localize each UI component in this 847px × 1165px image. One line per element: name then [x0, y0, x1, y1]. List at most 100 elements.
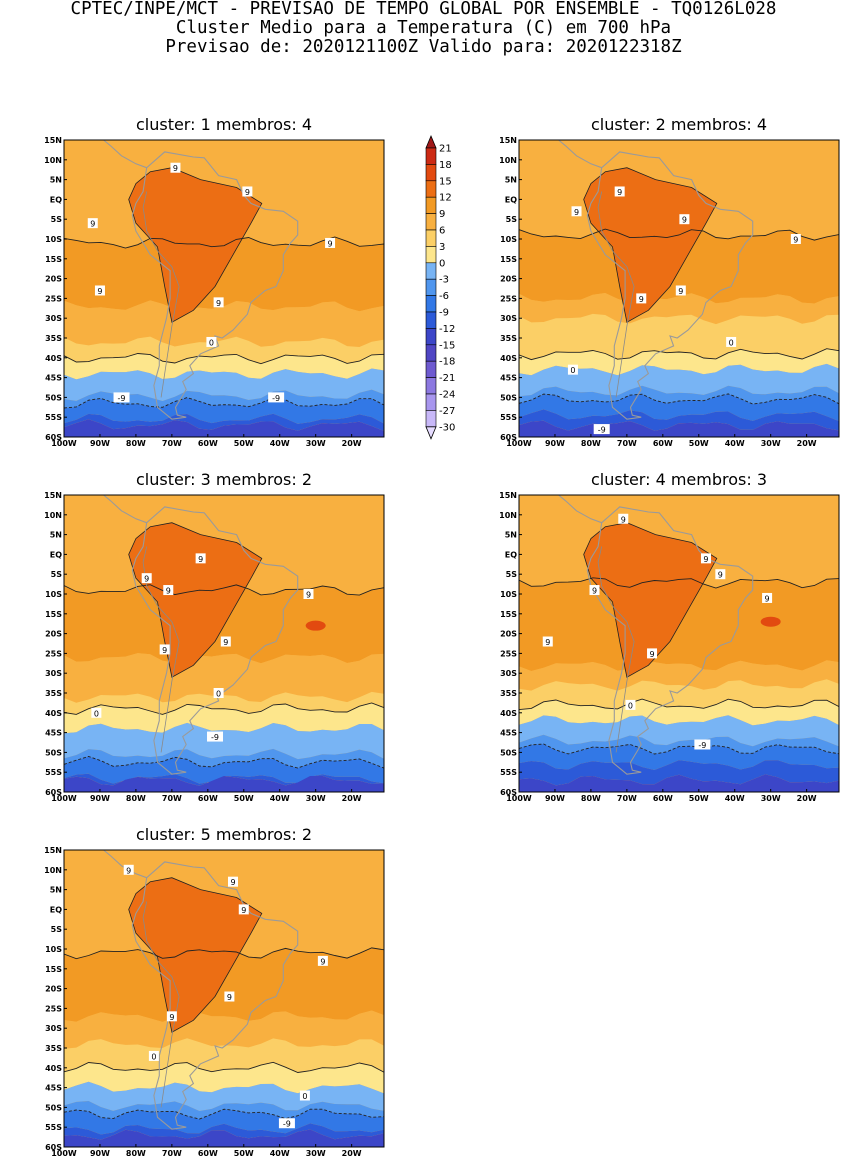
x-tick-label: 40W [725, 794, 745, 803]
colorbar-label: -12 [439, 324, 455, 335]
y-tick-label: 15N [499, 136, 517, 145]
colorbar-label: 6 [439, 226, 445, 237]
x-tick-label: 90W [545, 794, 565, 803]
y-tick-label: 50S [45, 1103, 62, 1112]
y-tick-label: 5S [51, 215, 63, 224]
colorbar-label: -9 [439, 308, 449, 319]
y-tick-label: 45S [45, 1084, 62, 1093]
contour-label: 9 [97, 287, 102, 296]
y-tick-label: 50S [500, 748, 517, 757]
contour-label: -9 [698, 741, 706, 750]
y-tick-label: 20S [45, 275, 62, 284]
contour-label: 9 [144, 575, 149, 584]
contour-label: 9 [793, 236, 798, 245]
y-tick-label: 30S [45, 669, 62, 678]
y-tick-label: 40S [500, 354, 517, 363]
header-dates: Previsao de: 2020121100Z Valido para: 20… [0, 38, 847, 57]
x-tick-label: 90W [90, 794, 110, 803]
contour-label: 9 [198, 555, 203, 564]
x-tick-label: 100W [506, 794, 532, 803]
contour-label: -9 [272, 394, 280, 403]
y-tick-label: 30S [500, 669, 517, 678]
contour-label: -9 [118, 394, 126, 403]
colorbar-label: 21 [439, 144, 452, 155]
colorbar-segment [426, 328, 436, 344]
colorbar-label: -30 [439, 422, 455, 433]
y-tick-label: 5N [50, 176, 62, 185]
x-tick-label: 60W [198, 439, 218, 448]
contour-label: 9 [617, 188, 622, 197]
y-tick-label: 10N [44, 156, 62, 165]
y-tick-label: 20S [500, 275, 517, 284]
y-tick-label: 5N [505, 176, 517, 185]
contour-label: 0 [216, 690, 221, 699]
contour-label: 9 [328, 239, 333, 248]
colorbar-label: -15 [439, 340, 455, 351]
y-tick-label: 40S [45, 354, 62, 363]
colorbar-label: 18 [439, 160, 452, 171]
x-tick-label: 30W [306, 439, 326, 448]
y-tick-label: 50S [45, 748, 62, 757]
contour-label: 0 [628, 701, 633, 710]
y-tick-label: 40S [45, 709, 62, 718]
colorbar-label: -6 [439, 291, 449, 302]
colorbar-label: 0 [439, 258, 445, 269]
colorbar-label: -18 [439, 357, 455, 368]
y-tick-label: 10S [45, 590, 62, 599]
colorbar-label: -3 [439, 275, 449, 286]
contour-label: 9 [545, 638, 550, 647]
x-tick-label: 60W [653, 439, 673, 448]
contour-label: 9 [649, 650, 654, 659]
y-tick-label: 25S [45, 1004, 62, 1013]
y-tick-label: 10N [44, 511, 62, 520]
x-tick-label: 70W [617, 794, 637, 803]
x-tick-label: 80W [581, 794, 601, 803]
y-tick-label: 30S [45, 1024, 62, 1033]
y-tick-label: 10S [500, 235, 517, 244]
y-tick-label: EQ [505, 550, 517, 559]
contour-label: -9 [211, 733, 219, 742]
x-tick-label: 40W [270, 794, 290, 803]
y-tick-label: 25S [500, 649, 517, 658]
contour-label: 9 [639, 295, 644, 304]
page-header: CPTEC/INPE/MCT - PREVISAO DE TEMPO GLOBA… [0, 0, 847, 57]
y-tick-label: 15S [500, 255, 517, 264]
coastline [82, 824, 111, 846]
y-tick-label: 15S [45, 965, 62, 974]
x-tick-label: 30W [761, 794, 781, 803]
contour-label: -9 [598, 426, 606, 435]
colorbar-segment [426, 197, 436, 213]
y-tick-label: 45S [45, 374, 62, 383]
y-tick-label: 55S [500, 768, 517, 777]
colorbar-segment [426, 263, 436, 279]
y-tick-label: 5S [51, 925, 63, 934]
y-tick-label: 40S [500, 709, 517, 718]
contour-label: 9 [574, 208, 579, 217]
x-tick-label: 30W [306, 794, 326, 803]
coastline [82, 469, 111, 491]
contour-label: 0 [209, 338, 214, 347]
x-tick-label: 50W [689, 439, 709, 448]
y-tick-label: 15N [499, 491, 517, 500]
y-tick-label: 50S [500, 393, 517, 402]
x-tick-label: 20W [797, 439, 817, 448]
colorbar-label: -27 [439, 406, 455, 417]
colorbar-segment [426, 394, 436, 410]
hot-spot [306, 621, 326, 631]
y-tick-label: EQ [505, 195, 517, 204]
colorbar-segment [426, 312, 436, 328]
y-tick-label: 35S [45, 1044, 62, 1053]
y-tick-label: 25S [500, 294, 517, 303]
colorbar-segment [426, 230, 436, 246]
hot-spot [761, 617, 781, 627]
y-tick-label: 15S [45, 255, 62, 264]
y-tick-label: 10S [45, 945, 62, 954]
cluster-title: cluster: 1 membros: 4 [136, 115, 312, 134]
x-tick-label: 90W [90, 439, 110, 448]
header-subtitle: Cluster Medio para a Temperatura (C) em … [0, 19, 847, 38]
header-title: CPTEC/INPE/MCT - PREVISAO DE TEMPO GLOBA… [0, 0, 847, 19]
contour-label: 9 [166, 587, 171, 596]
